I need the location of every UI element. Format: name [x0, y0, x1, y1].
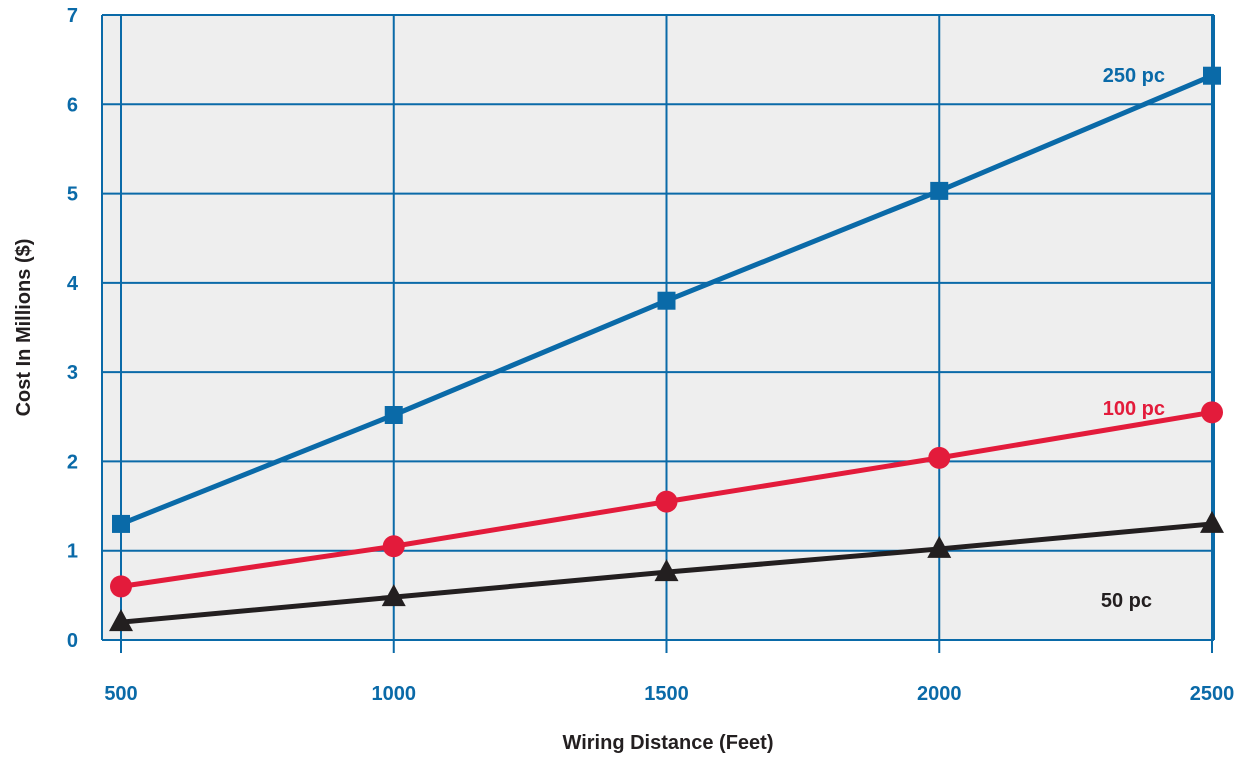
grid-lines [101, 14, 1215, 653]
data-point-100-pc [928, 446, 951, 469]
series-label-250-pc: 250 pc [1103, 65, 1165, 87]
data-point-250-pc [112, 514, 130, 533]
x-axis-title: Wiring Distance (Feet) [563, 732, 774, 754]
data-point-100-pc [1201, 401, 1223, 424]
data-point-250-pc [384, 406, 403, 424]
data-point-50-pc [1200, 510, 1224, 533]
y-tick-label: 4 [67, 273, 79, 295]
x-tick-label: 1000 [372, 683, 417, 705]
series-group: 250 pc 100 pc 50 pc [109, 65, 1224, 632]
x-tick-label: 2000 [917, 683, 962, 705]
data-point-50-pc [381, 584, 406, 607]
data-point-100-pc [110, 575, 132, 598]
y-tick-label: 6 [67, 94, 78, 116]
y-tick-label: 7 [67, 5, 78, 27]
y-tick-label: 0 [67, 630, 78, 652]
x-tick-label: 500 [104, 683, 137, 705]
x-tick-label: 1500 [644, 683, 689, 705]
data-point-100-pc [382, 535, 405, 558]
data-point-50-pc [654, 559, 679, 582]
data-point-250-pc [1203, 66, 1221, 85]
y-tick-label: 5 [67, 184, 78, 206]
y-tick-label: 1 [67, 541, 78, 563]
data-point-50-pc [109, 609, 133, 632]
data-point-250-pc [657, 291, 676, 310]
data-point-100-pc [655, 490, 678, 513]
x-tick-label: 2500 [1190, 683, 1235, 705]
plot-area [102, 15, 1214, 640]
y-tick-label: 2 [67, 451, 78, 473]
x-axis-ticks: 500 1000 1500 2000 2500 [104, 683, 1234, 705]
y-axis-ticks: 0 1 2 3 4 5 6 7 [67, 5, 79, 652]
series-label-100-pc: 100 pc [1103, 398, 1165, 420]
data-point-250-pc [930, 181, 949, 200]
series-label-50-pc: 50 pc [1101, 590, 1152, 612]
y-tick-label: 3 [67, 362, 78, 384]
data-point-50-pc [927, 535, 952, 558]
y-axis-title: Cost In Millions ($) [13, 239, 35, 417]
